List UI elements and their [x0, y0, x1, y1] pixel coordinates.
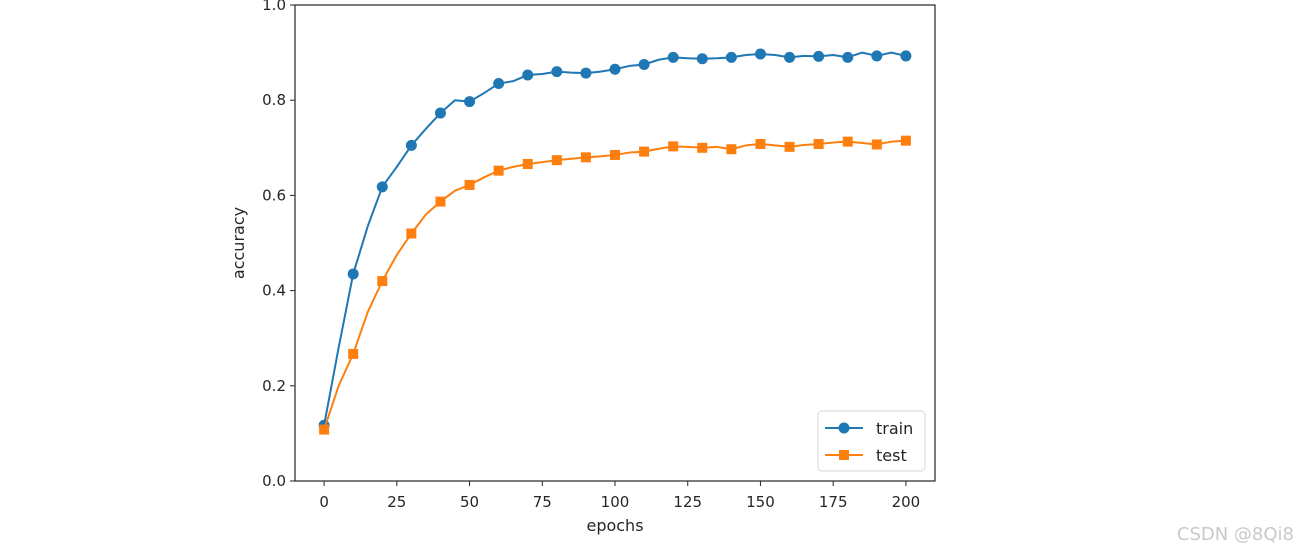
data-point-train [696, 53, 708, 65]
x-tick-label: 25 [387, 493, 406, 511]
legend: train test [817, 410, 926, 472]
data-point-test [348, 348, 359, 359]
data-point-train [900, 50, 912, 62]
data-point-train [580, 67, 592, 79]
data-point-test [871, 139, 882, 150]
x-tick-label: 125 [673, 493, 702, 511]
data-point-test [755, 138, 766, 149]
axes-frame [294, 4, 936, 482]
x-tick-label: 75 [533, 493, 552, 511]
y-axis-label: accuracy [229, 207, 248, 279]
data-point-test [900, 135, 911, 146]
data-point-test [842, 136, 853, 147]
data-point-test [784, 141, 795, 152]
data-point-train [405, 139, 417, 151]
data-point-train [376, 181, 388, 193]
x-tick-label: 50 [460, 493, 479, 511]
data-point-test [464, 179, 475, 190]
y-ticks: 0.0 0.2 0.4 0.6 0.8 1.0 [262, 0, 295, 490]
data-point-train [434, 107, 446, 119]
legend-marker-test [839, 450, 849, 460]
x-tick-label: 0 [319, 493, 329, 511]
data-point-test [406, 228, 417, 239]
series-line-train [323, 51, 907, 426]
y-tick-label: 0.0 [262, 472, 286, 490]
data-point-test [668, 141, 679, 152]
data-point-train [842, 51, 854, 63]
data-point-train [522, 69, 534, 81]
data-point-test [639, 146, 650, 157]
data-point-test [697, 142, 708, 153]
legend-entry-train: train [825, 419, 913, 438]
data-point-train [754, 48, 766, 60]
data-point-train [784, 51, 796, 63]
series-line-test [323, 139, 906, 430]
data-point-test [813, 138, 824, 149]
x-tick-label: 150 [746, 493, 775, 511]
data-point-train [667, 51, 679, 63]
y-tick-label: 0.2 [262, 377, 286, 395]
x-tick-label: 100 [601, 493, 630, 511]
data-point-train [493, 78, 505, 90]
data-point-train [609, 63, 621, 75]
data-point-test [610, 149, 620, 160]
data-point-train [347, 268, 359, 280]
data-point-train [725, 51, 737, 63]
data-point-test [522, 158, 533, 169]
y-tick-label: 0.4 [262, 282, 286, 300]
x-tick-label: 175 [819, 493, 848, 511]
legend-label-test: test [876, 446, 907, 465]
data-point-train [813, 50, 825, 62]
data-point-test [377, 276, 388, 287]
data-point-test [435, 196, 446, 207]
data-point-test [493, 165, 504, 176]
watermark: CSDN @8Qi8 [1176, 524, 1294, 545]
y-tick-label: 0.6 [262, 186, 286, 204]
x-tick-label: 200 [892, 493, 921, 511]
data-point-train [871, 50, 883, 62]
y-tick-label: 1.0 [262, 0, 286, 14]
legend-marker-train [838, 422, 850, 434]
data-point-train [464, 96, 476, 108]
data-point-test [580, 152, 591, 163]
data-point-test [726, 144, 737, 155]
data-point-train [638, 59, 650, 70]
legend-entry-test: test [825, 446, 907, 465]
data-point-test [319, 424, 330, 435]
x-axis-label: epochs [586, 516, 643, 535]
plot-layer [318, 48, 912, 435]
y-tick-label: 0.8 [262, 91, 286, 109]
data-point-test [551, 155, 562, 166]
data-point-train [551, 66, 563, 78]
legend-label-train: train [876, 419, 913, 438]
x-ticks: 0 25 50 75 100 125 150 175 200 [319, 481, 920, 511]
